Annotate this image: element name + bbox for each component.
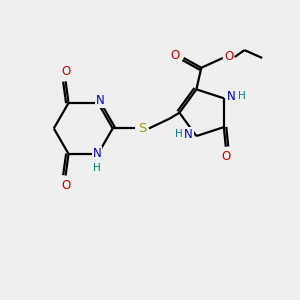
- Text: H: H: [175, 129, 183, 139]
- Text: O: O: [170, 49, 179, 62]
- Text: N: N: [227, 90, 236, 103]
- Text: O: O: [221, 150, 230, 163]
- Text: H: H: [93, 163, 101, 172]
- Text: S: S: [138, 122, 146, 135]
- Text: N: N: [93, 147, 101, 161]
- Text: O: O: [224, 50, 233, 64]
- Text: O: O: [61, 179, 70, 192]
- Text: N: N: [96, 94, 104, 107]
- Text: H: H: [238, 91, 245, 101]
- Text: O: O: [61, 65, 70, 78]
- Text: N: N: [184, 128, 193, 141]
